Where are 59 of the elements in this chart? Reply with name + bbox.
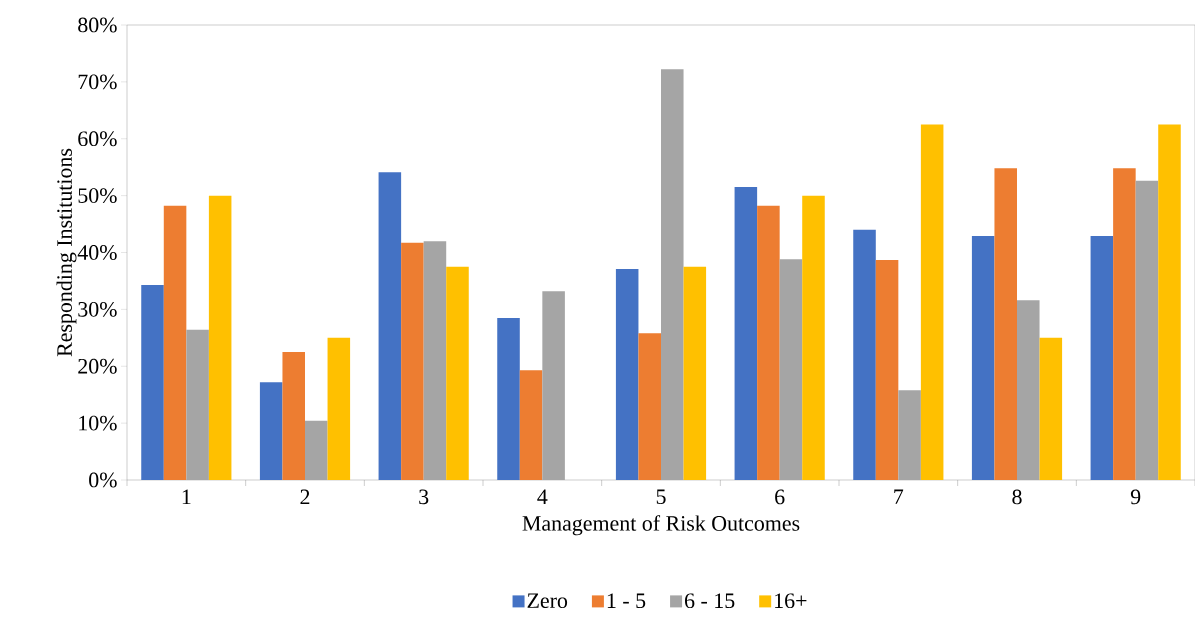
legend-label: 1 - 5 (607, 593, 646, 609)
bar (1135, 180, 1159, 480)
bar (401, 242, 424, 480)
legend-label: 6 - 15 (685, 593, 735, 609)
bar (141, 284, 164, 480)
bar (875, 259, 899, 480)
x-tick-label: 9 (1130, 489, 1141, 505)
y-tick-label: 10% (79, 415, 117, 431)
bar (1113, 168, 1136, 480)
bar (971, 236, 995, 480)
bar (208, 195, 232, 480)
y-tick-label: 60% (78, 131, 117, 147)
bar (519, 370, 543, 480)
y-axis-title: Responding Institutions (56, 148, 77, 357)
legend-label: 16+ (775, 593, 807, 609)
y-tick-label: 30% (78, 301, 117, 317)
bar (898, 390, 921, 480)
y-tick-label: 50% (78, 188, 117, 204)
x-tick-label: 1 (182, 489, 191, 504)
y-tick-label: 0% (89, 472, 117, 488)
bar (1158, 124, 1181, 480)
x-tick-label: 5 (656, 489, 666, 505)
x-tick-label: 7 (894, 489, 904, 504)
bar (282, 352, 305, 480)
bar (802, 195, 825, 480)
bar (259, 382, 283, 480)
legend-label: Zero (527, 593, 568, 609)
bar (497, 317, 520, 480)
y-tick-label: 40% (77, 245, 117, 260)
bar (1090, 236, 1114, 480)
y-tick-label: 80% (78, 17, 117, 33)
bar (186, 329, 209, 480)
bar (853, 229, 876, 480)
bar (734, 187, 758, 480)
bar (638, 333, 661, 480)
bar (542, 291, 565, 480)
x-axis-title: Management of Risk Outcomes (522, 515, 800, 536)
bar (423, 241, 447, 480)
bar (446, 266, 469, 480)
x-tick-label: 4 (537, 489, 548, 504)
bar (378, 172, 402, 480)
bar (327, 337, 351, 480)
bar (1017, 300, 1040, 480)
y-tick-label: 70% (78, 74, 117, 90)
x-tick-label: 6 (775, 489, 785, 505)
bar (615, 268, 639, 480)
bar (920, 124, 944, 480)
x-tick-label: 8 (1012, 489, 1022, 505)
bar (305, 420, 328, 480)
bar (661, 69, 684, 480)
bar (683, 266, 707, 480)
bar (163, 205, 187, 480)
bar (779, 259, 803, 480)
x-tick-label: 3 (419, 489, 429, 505)
bar (994, 168, 1017, 480)
bar (1039, 337, 1063, 480)
x-tick-label: 2 (300, 489, 310, 505)
y-tick-label: 20% (78, 358, 117, 374)
bar (757, 205, 780, 480)
